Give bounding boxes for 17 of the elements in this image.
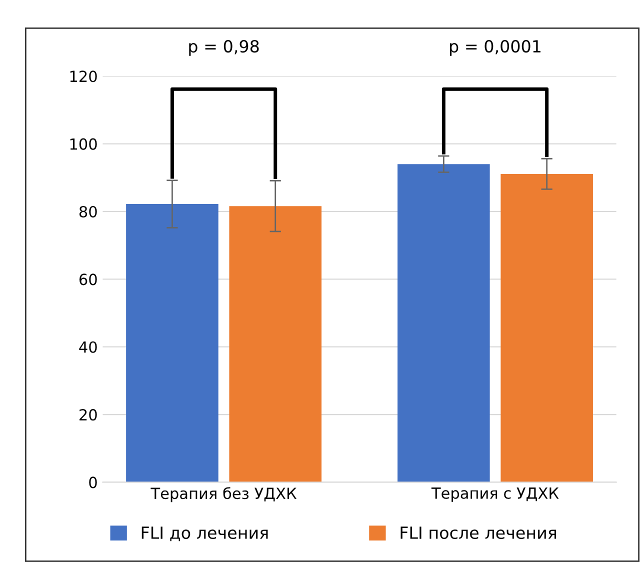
y-tick-label: 80 <box>79 206 97 218</box>
y-tick-label: 100 <box>70 138 97 150</box>
y-tick-label: 20 <box>80 409 97 421</box>
bar <box>126 204 218 482</box>
text: p = 0,0001 <box>450 40 540 56</box>
y-tick-label: 0 <box>89 476 97 488</box>
y-tick-label: 60 <box>79 274 97 286</box>
legend-label: FLI до лечения <box>142 526 268 542</box>
bar <box>229 206 322 482</box>
y-tick-label: 40 <box>79 341 97 353</box>
bar <box>398 164 490 482</box>
text: p = 0,98 <box>189 40 259 56</box>
x-tick-label: Терапия без УДХК <box>150 487 297 502</box>
legend-label: FLI после лечения <box>400 526 556 540</box>
y-tick-label: 120 <box>70 70 97 82</box>
bar <box>500 174 593 482</box>
x-tick-label: Терапия с УДХК <box>431 488 559 502</box>
